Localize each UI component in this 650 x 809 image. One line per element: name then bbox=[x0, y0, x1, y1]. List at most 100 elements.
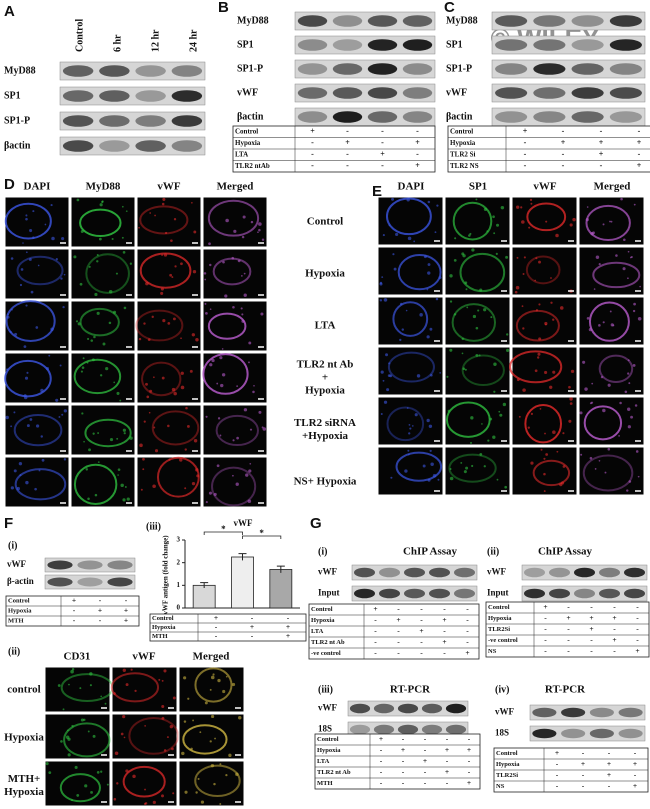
micrograph-dot bbox=[413, 240, 416, 243]
micrograph-dot bbox=[100, 695, 103, 698]
blot-strip bbox=[294, 35, 436, 55]
micrograph-dot bbox=[235, 482, 239, 486]
micrograph-dot bbox=[556, 450, 559, 453]
table-cell: - bbox=[544, 646, 547, 655]
micrograph-dot bbox=[580, 453, 583, 456]
blot-band bbox=[571, 87, 604, 99]
micrograph-dot bbox=[453, 259, 457, 262]
condition-label: TLR2 nt Ab bbox=[297, 359, 354, 371]
blot-band bbox=[574, 588, 595, 599]
micrograph-dot bbox=[407, 236, 412, 241]
micrograph-dot bbox=[221, 373, 226, 377]
micrograph-ring bbox=[598, 354, 634, 383]
table-cell: + bbox=[401, 745, 405, 754]
micrograph bbox=[70, 352, 136, 404]
table-row-label: Control bbox=[235, 127, 258, 135]
micrograph-dot bbox=[55, 258, 58, 261]
table-cell: + bbox=[286, 622, 290, 631]
micrograph-dot bbox=[529, 198, 533, 202]
blot-row-label: Input bbox=[318, 588, 340, 598]
table-row-label: TLR2Si bbox=[496, 772, 518, 779]
micrograph-dot bbox=[6, 315, 10, 319]
micrograph-dot bbox=[144, 725, 146, 727]
micrograph-dot bbox=[26, 371, 29, 374]
micrograph-dot bbox=[406, 407, 409, 409]
micrograph-dot bbox=[143, 420, 146, 423]
micrograph-dot bbox=[598, 324, 601, 327]
micrograph-dot bbox=[258, 228, 261, 232]
micrograph-dot bbox=[190, 747, 193, 751]
table-cell: - bbox=[381, 127, 384, 136]
table-cell: + bbox=[124, 606, 128, 615]
micrograph-dot bbox=[449, 348, 453, 352]
micrograph-dot bbox=[381, 276, 384, 279]
micrograph-ring bbox=[194, 764, 241, 797]
blot-row-label: vWF bbox=[318, 703, 338, 713]
micrograph-dot bbox=[236, 385, 239, 388]
micrograph-dot bbox=[116, 782, 119, 785]
micrograph-dot bbox=[429, 327, 433, 331]
table-cell: + bbox=[250, 622, 254, 631]
micrograph-dot bbox=[401, 328, 404, 331]
micrograph-dot bbox=[257, 231, 259, 234]
micrograph-dot bbox=[568, 419, 572, 423]
micrograph-dot bbox=[119, 399, 122, 402]
micrograph-dot bbox=[382, 379, 385, 382]
table-border bbox=[314, 733, 481, 790]
table-cell: - bbox=[567, 646, 570, 655]
micrograph-dot bbox=[460, 461, 463, 464]
blot-band bbox=[495, 111, 528, 123]
row-label: MTH+ bbox=[8, 773, 41, 785]
blot-band bbox=[397, 703, 419, 714]
micrograph-dot bbox=[161, 716, 165, 720]
micrograph-dot bbox=[23, 345, 27, 349]
micrograph-dot bbox=[142, 457, 145, 461]
micrograph-dot bbox=[543, 490, 546, 493]
table-cell: - bbox=[562, 161, 565, 170]
micrograph-dot bbox=[169, 273, 173, 277]
micrograph-dot bbox=[520, 206, 523, 209]
micrograph-dot bbox=[559, 306, 564, 310]
micrograph-dot bbox=[493, 390, 496, 393]
micrograph-dot bbox=[379, 299, 383, 302]
table-cell: + bbox=[589, 613, 593, 622]
micrograph-dot bbox=[386, 388, 390, 392]
table-cell: + bbox=[633, 759, 637, 768]
blot-band bbox=[571, 111, 604, 123]
blot-strip bbox=[59, 111, 206, 131]
table-row-label: NS bbox=[496, 783, 505, 790]
significance-bracket bbox=[242, 535, 282, 539]
micrograph-dot bbox=[465, 466, 469, 470]
micrograph-ring bbox=[73, 463, 118, 506]
micrograph-dot bbox=[483, 308, 487, 312]
blot-band bbox=[367, 39, 398, 51]
micrograph-dot bbox=[116, 437, 119, 440]
micrograph-dot bbox=[593, 288, 596, 290]
micrograph-dot bbox=[627, 250, 630, 253]
micrograph-dot bbox=[590, 401, 594, 404]
column-label: 12 hr bbox=[150, 29, 161, 52]
micrograph bbox=[70, 196, 136, 248]
micrograph-dot bbox=[40, 435, 43, 438]
micrograph-ring bbox=[461, 354, 505, 387]
table-cell: + bbox=[566, 613, 570, 622]
micrograph-dot bbox=[538, 337, 542, 341]
significance: * bbox=[259, 528, 264, 538]
micrograph-dot bbox=[543, 472, 546, 476]
micrograph-dot bbox=[253, 384, 255, 387]
table-border bbox=[149, 613, 307, 642]
y-tick-label: 3 bbox=[177, 536, 181, 544]
micrograph-dot bbox=[598, 459, 601, 462]
micrograph-dot bbox=[83, 440, 85, 443]
micrograph-dot bbox=[498, 410, 501, 413]
table-cell: - bbox=[567, 624, 570, 633]
micrograph-dot bbox=[139, 443, 143, 448]
micrograph-dot bbox=[430, 373, 433, 377]
micrograph-dot bbox=[562, 432, 565, 435]
panel-letter: A bbox=[4, 3, 15, 20]
micrograph-dot bbox=[96, 260, 99, 263]
micrograph-dot bbox=[51, 236, 55, 241]
micrograph-dot bbox=[145, 281, 149, 286]
table-cell: - bbox=[416, 150, 419, 159]
micrograph-dot bbox=[184, 448, 187, 451]
